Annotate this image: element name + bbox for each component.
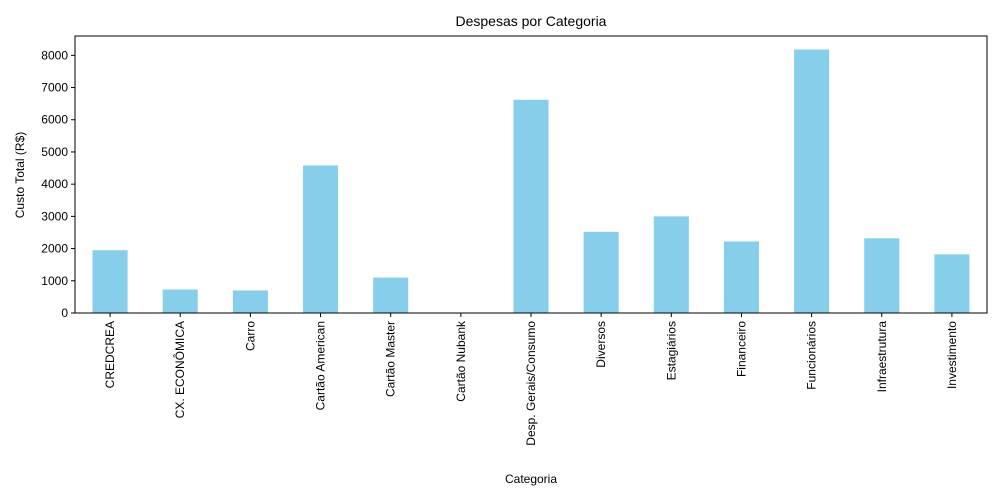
y-axis-label: Custo Total (R$) (13, 132, 27, 218)
x-tick-label: Cartão American (314, 321, 328, 410)
bar (162, 289, 198, 313)
y-tick-label: 0 (61, 306, 68, 320)
y-tick-label: 8000 (41, 48, 68, 62)
bar (653, 216, 689, 313)
x-tick-label: Funcionários (805, 321, 819, 390)
x-tick-label: Cartão Nubank (454, 320, 468, 402)
bars (92, 49, 970, 314)
bar (864, 238, 900, 313)
x-tick-label: Investimento (945, 321, 959, 389)
bar (513, 99, 549, 314)
x-axis: CREDCREA CX. ECONÔMICA Carro Cartão America… (103, 313, 959, 446)
y-tick-label: 6000 (41, 113, 68, 127)
chart-title: Despesas por Categoria (456, 13, 607, 29)
y-tick-label: 5000 (41, 145, 68, 159)
x-tick-label: Estagiários (664, 321, 678, 380)
x-tick-label: Financeiro (734, 321, 748, 377)
x-tick-label: Carro (243, 321, 257, 351)
y-axis: 0 1000 2000 3000 4000 5000 6000 7000 8000 (41, 48, 75, 320)
bar (794, 49, 830, 314)
y-tick-label: 7000 (41, 81, 68, 95)
bar (723, 241, 759, 313)
y-tick-label: 3000 (41, 209, 68, 223)
bar (934, 254, 970, 313)
x-tick-label: CX. ECONÔMICA (172, 321, 187, 418)
bar (303, 165, 339, 313)
bar (232, 290, 268, 313)
y-tick-label: 2000 (41, 242, 68, 256)
x-tick-label: Infraestrutura (875, 321, 889, 393)
x-axis-label: Categoria (505, 472, 557, 486)
bar (92, 250, 128, 313)
x-tick-label: Cartão Master (384, 321, 398, 397)
bar (373, 277, 409, 313)
bar (583, 231, 619, 313)
x-tick-label: CREDCREA (103, 321, 117, 388)
y-tick-label: 1000 (41, 274, 68, 288)
x-tick-label: Desp. Gerais/Consumo (524, 321, 538, 446)
x-tick-label: Diversos (594, 321, 608, 368)
plot-frame (74, 35, 988, 314)
y-tick-label: 4000 (41, 177, 68, 191)
